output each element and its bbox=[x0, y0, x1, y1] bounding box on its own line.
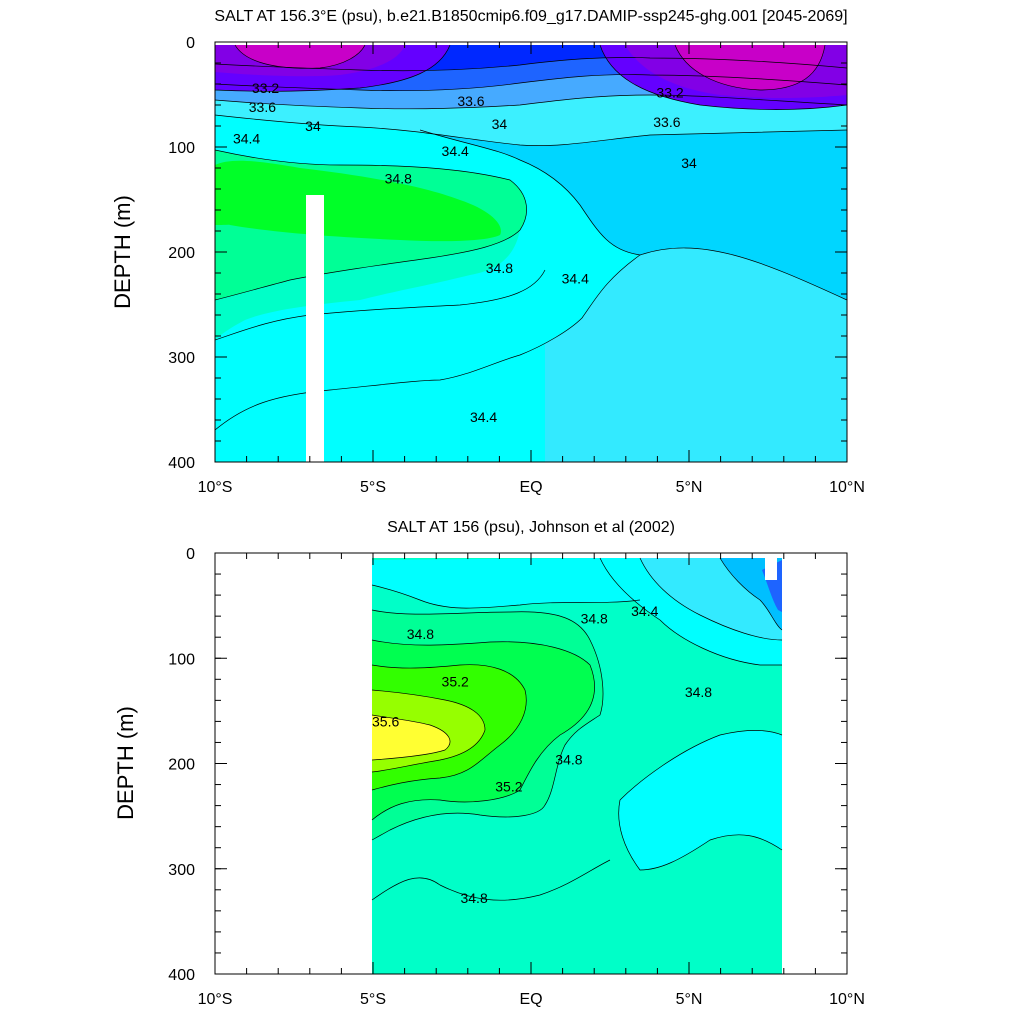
x-tick-label: 10°N bbox=[829, 479, 865, 496]
top-axes: 10°S 5°S EQ 5°N 10°N 0 100 200 300 400 bbox=[168, 35, 865, 496]
x-tick-label: EQ bbox=[519, 479, 542, 496]
top-band-green bbox=[215, 160, 501, 242]
bot-band-cyan-deep bbox=[618, 730, 782, 870]
contour-label: 34.4 bbox=[233, 131, 260, 147]
contour-label: 33.2 bbox=[252, 80, 279, 96]
top-band-green-left bbox=[215, 188, 275, 225]
x-tick-label: 5°S bbox=[360, 991, 386, 1008]
top-band-magenta-right bbox=[675, 45, 825, 90]
bot-band-yellow bbox=[372, 715, 450, 760]
contour-label: 34 bbox=[681, 155, 697, 171]
bottom-axes: 10°S 5°S EQ 5°N 10°N 0 100 200 300 400 bbox=[168, 546, 865, 1008]
contour-label: 34.8 bbox=[460, 890, 487, 906]
x-tick-label: 10°N bbox=[829, 991, 865, 1008]
contour-label: 33.2 bbox=[656, 84, 683, 100]
top-panel-title: SALT AT 156.3°E (psu), b.e21.B1850cmip6.… bbox=[214, 8, 847, 25]
contour-label: 33.6 bbox=[653, 114, 680, 130]
contour-label: 34 bbox=[305, 118, 321, 134]
bottom-panel-title: SALT AT 156 (psu), Johnson et al (2002) bbox=[387, 519, 675, 536]
top-panel: SALT AT 156.3°E (psu), b.e21.B1850cmip6.… bbox=[110, 8, 865, 496]
x-tick-label: 10°S bbox=[198, 479, 233, 496]
bottom-contour-labels: 34.8 35.2 35.6 35.2 34.8 34.4 34.8 34.8 34.8 bbox=[372, 603, 712, 906]
contour-label: 35.2 bbox=[495, 779, 522, 795]
top-contour-lines bbox=[215, 44, 847, 431]
y-tick-label: 100 bbox=[168, 651, 195, 668]
top-band-34-4 bbox=[215, 95, 847, 146]
bottom-contour-fill bbox=[371, 557, 783, 974]
y-tick-label: 400 bbox=[168, 455, 195, 472]
contour-label: 34.4 bbox=[631, 603, 658, 619]
contour-label: 35.6 bbox=[372, 713, 399, 729]
y-tick-label: 300 bbox=[168, 862, 195, 879]
top-band-magenta bbox=[235, 45, 365, 69]
contour-label: 33.6 bbox=[249, 99, 276, 115]
bottom-contour-lines bbox=[371, 557, 783, 901]
y-tick-label: 200 bbox=[168, 245, 195, 262]
top-contour-fill bbox=[215, 44, 847, 462]
contour-label: 34.8 bbox=[385, 171, 412, 187]
bottom-panel: SALT AT 156 (psu), Johnson et al (2002) bbox=[113, 519, 865, 1008]
top-band-skyblue bbox=[420, 130, 847, 300]
contour-label: 34.4 bbox=[470, 409, 497, 425]
bottom-ylabel: DEPTH (m) bbox=[113, 706, 138, 820]
contour-label: 34.8 bbox=[685, 684, 712, 700]
y-tick-label: 0 bbox=[186, 35, 195, 52]
contour-label: 34.4 bbox=[562, 270, 589, 286]
x-tick-label: 10°S bbox=[198, 991, 233, 1008]
x-tick-label: 5°N bbox=[676, 479, 703, 496]
contour-label: 34.8 bbox=[486, 260, 513, 276]
y-tick-label: 0 bbox=[186, 546, 195, 563]
bot-missing-notch bbox=[765, 558, 777, 580]
contour-label: 35.2 bbox=[442, 673, 469, 689]
contour-label: 34.8 bbox=[555, 751, 582, 767]
contour-label: 34.8 bbox=[581, 610, 608, 626]
x-tick-label: EQ bbox=[519, 991, 542, 1008]
x-tick-label: 5°S bbox=[360, 479, 386, 496]
y-tick-label: 200 bbox=[168, 757, 195, 774]
top-band-cyan-left bbox=[215, 270, 545, 462]
x-tick-label: 5°N bbox=[676, 991, 703, 1008]
top-missing-column bbox=[306, 195, 324, 462]
y-tick-label: 100 bbox=[168, 140, 195, 157]
contour-label: 33.6 bbox=[457, 93, 484, 109]
bot-band-cyan-upper bbox=[372, 558, 640, 609]
y-tick-label: 300 bbox=[168, 350, 195, 367]
y-tick-label: 400 bbox=[168, 967, 195, 984]
contour-label: 34 bbox=[492, 116, 508, 132]
top-contour-labels: 33.2 33.6 34 34.4 33.6 34 34.4 34.8 34.8 34.4 34.4… bbox=[233, 80, 697, 425]
contour-label: 34.8 bbox=[407, 626, 434, 642]
top-ylabel: DEPTH (m) bbox=[110, 195, 135, 309]
contour-label: 34.4 bbox=[442, 143, 469, 159]
